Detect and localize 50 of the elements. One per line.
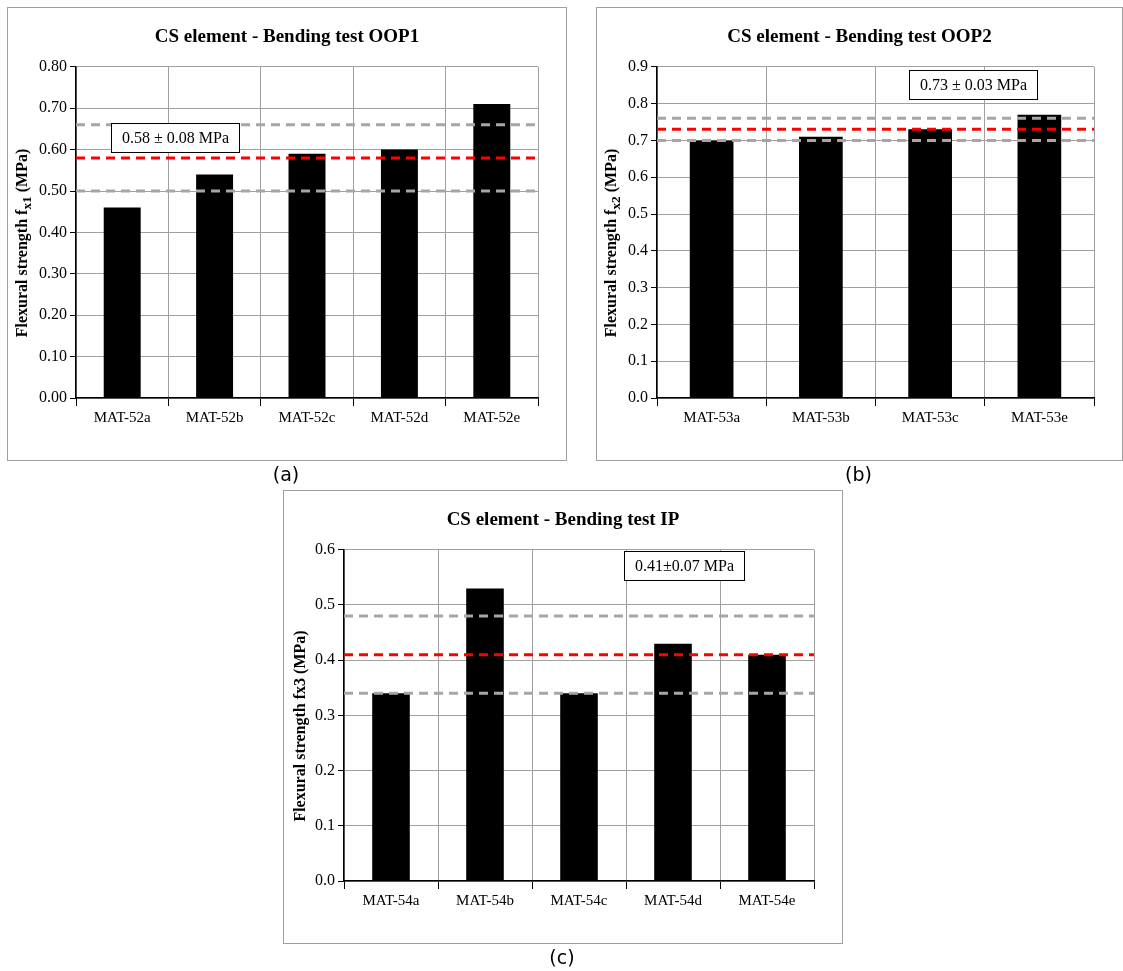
- x-tick-label: MAT-54b: [456, 891, 514, 908]
- y-tick-label: 0.5: [315, 595, 335, 613]
- y-axis-title: Flexural strength fx3 (MPa): [291, 630, 309, 822]
- y-tick-label: 0.4: [628, 241, 648, 258]
- x-tick-label: MAT-52c: [278, 408, 336, 425]
- y-tick-label: 0.3: [628, 277, 648, 295]
- y-tick-label: 0.30: [39, 264, 67, 281]
- y-tick-label: 0.6: [628, 167, 648, 185]
- x-tick-label: MAT-53e: [1010, 408, 1069, 425]
- x-tick-label: MAT-52e: [463, 408, 521, 425]
- y-tick-label: 0.8: [628, 93, 648, 111]
- y-tick-label: 0.7: [628, 130, 648, 148]
- y-tick-label: 0.0: [315, 871, 335, 889]
- y-tick-label: 0.4: [315, 650, 335, 668]
- x-tick-label: MAT-53c: [901, 408, 959, 425]
- y-tick-label: 0.5: [628, 204, 648, 222]
- annotation: 0.73 ± 0.03 MPa: [909, 70, 1039, 100]
- y-tick-label: 0.10: [39, 346, 67, 364]
- chart-title: CS element - Bending test OOP1: [154, 25, 420, 47]
- y-tick-label: 0.40: [39, 222, 67, 240]
- x-tick-label: MAT-52b: [185, 408, 244, 425]
- y-tick-label: 0.80: [39, 57, 67, 74]
- x-tick-label: MAT-53a: [683, 408, 741, 425]
- y-tick-label: 0.50: [39, 181, 67, 199]
- y-tick-label: 0.3: [315, 705, 335, 723]
- y-tick-label: 0.70: [39, 98, 67, 116]
- text: (b): [845, 463, 872, 485]
- x-tick-label: MAT-54e: [738, 891, 796, 908]
- y-tick-label: 0.2: [315, 760, 335, 778]
- x-tick-label: MAT-53b: [791, 408, 850, 425]
- annotation: 0.58 ± 0.08 MPa: [111, 123, 241, 153]
- text: (a): [272, 463, 300, 485]
- y-tick-label: 0.6: [315, 540, 335, 557]
- chart-title: CS element - Bending test OOP2: [727, 25, 992, 47]
- y-tick-label: 0.9: [628, 57, 648, 74]
- y-tick-label: 0.1: [315, 816, 335, 833]
- y-tick-label: 0.2: [628, 314, 648, 332]
- annotation: 0.41±0.07 MPa: [624, 551, 746, 581]
- x-tick-label: MAT-54c: [550, 891, 608, 908]
- x-tick-label: MAT-54a: [362, 891, 420, 908]
- x-tick-label: MAT-52d: [370, 408, 429, 425]
- y-tick-label: 0.60: [39, 139, 67, 157]
- y-tick-label: 0.0: [628, 388, 648, 406]
- x-tick-label: MAT-52a: [93, 408, 152, 425]
- y-tick-label: 0.00: [39, 388, 67, 406]
- y-tick-label: 0.20: [39, 305, 67, 323]
- y-tick-label: 0.1: [628, 351, 648, 369]
- chart-title: CS element - Bending test IP: [446, 508, 680, 530]
- x-tick-label: MAT-54d: [644, 891, 703, 908]
- text: (c): [549, 946, 575, 968]
